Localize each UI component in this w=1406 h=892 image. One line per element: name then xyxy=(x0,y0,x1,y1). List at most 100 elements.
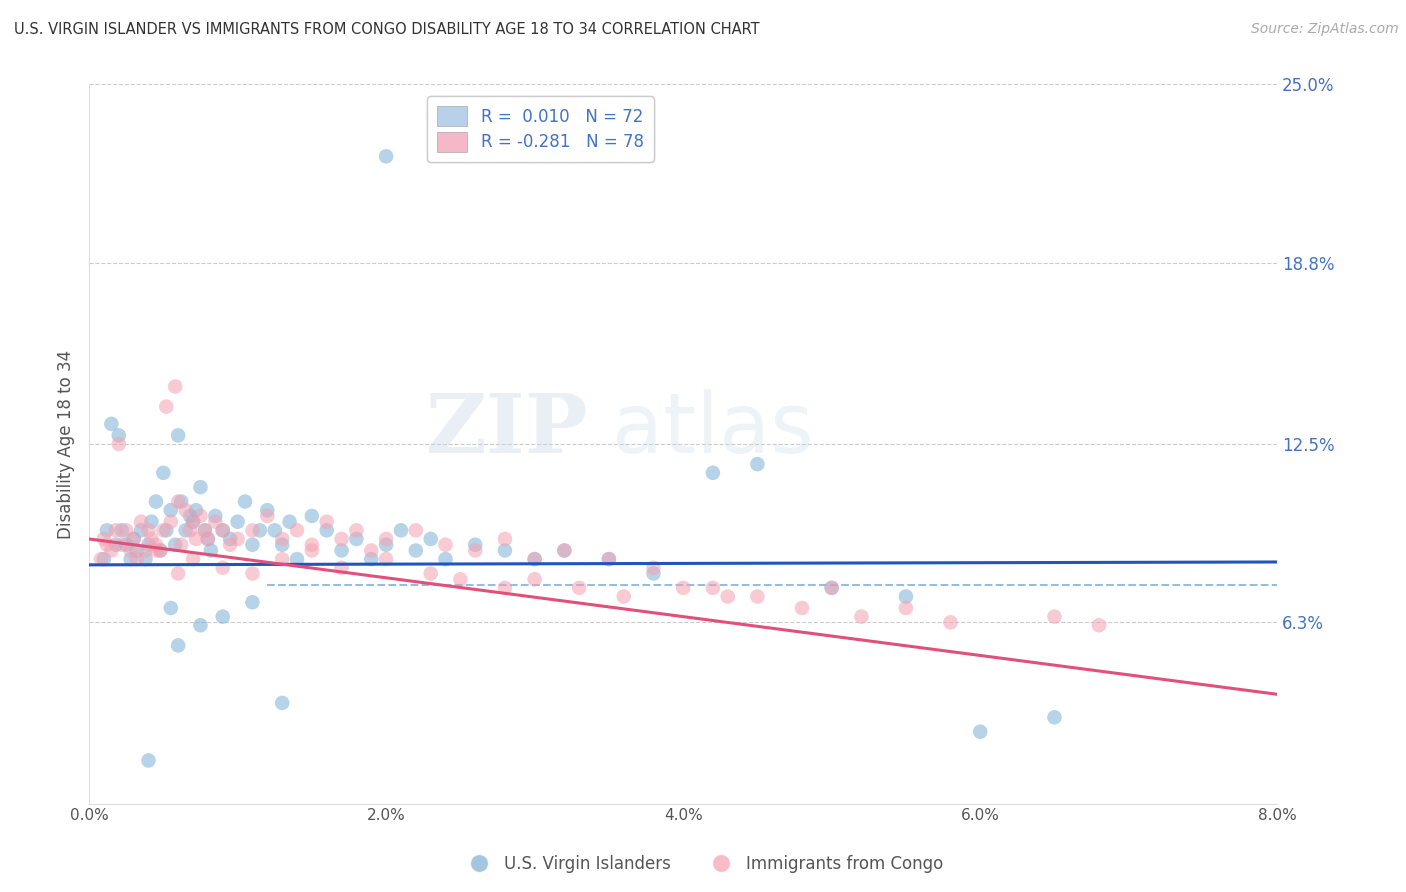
Point xyxy=(226,515,249,529)
Point xyxy=(211,524,233,538)
Point xyxy=(181,552,204,566)
Point xyxy=(360,543,382,558)
Point xyxy=(643,560,665,574)
Point xyxy=(174,503,197,517)
Point xyxy=(375,149,398,163)
Point xyxy=(194,524,217,538)
Point xyxy=(747,457,769,471)
Point xyxy=(419,566,441,581)
Point xyxy=(111,524,134,538)
Point xyxy=(1043,710,1066,724)
Point xyxy=(104,538,127,552)
Text: ZIP: ZIP xyxy=(426,390,588,470)
Point xyxy=(1043,609,1066,624)
Point xyxy=(702,581,724,595)
Point xyxy=(122,532,145,546)
Point xyxy=(200,543,222,558)
Point xyxy=(464,538,486,552)
Point xyxy=(190,480,212,494)
Point xyxy=(134,552,156,566)
Point xyxy=(464,543,486,558)
Point xyxy=(104,524,127,538)
Point xyxy=(233,494,256,508)
Point xyxy=(90,552,112,566)
Point xyxy=(301,543,323,558)
Point xyxy=(553,543,575,558)
Point xyxy=(122,532,145,546)
Point xyxy=(523,572,546,586)
Point xyxy=(315,524,337,538)
Point xyxy=(263,524,285,538)
Point xyxy=(149,543,172,558)
Point xyxy=(969,724,991,739)
Point xyxy=(405,524,427,538)
Point xyxy=(125,552,148,566)
Point xyxy=(747,590,769,604)
Point xyxy=(167,566,190,581)
Point xyxy=(242,524,264,538)
Point xyxy=(613,590,636,604)
Point xyxy=(152,466,174,480)
Point xyxy=(330,543,353,558)
Point xyxy=(256,503,278,517)
Text: U.S. VIRGIN ISLANDER VS IMMIGRANTS FROM CONGO DISABILITY AGE 18 TO 34 CORRELATIO: U.S. VIRGIN ISLANDER VS IMMIGRANTS FROM … xyxy=(14,22,759,37)
Point xyxy=(181,515,204,529)
Point xyxy=(190,618,212,632)
Point xyxy=(141,532,163,546)
Point xyxy=(315,515,337,529)
Point xyxy=(494,543,516,558)
Point xyxy=(174,524,197,538)
Point xyxy=(159,601,181,615)
Point xyxy=(271,538,294,552)
Point xyxy=(111,538,134,552)
Point xyxy=(145,538,167,552)
Point xyxy=(271,552,294,566)
Point xyxy=(145,494,167,508)
Text: atlas: atlas xyxy=(612,389,814,470)
Point xyxy=(271,532,294,546)
Point xyxy=(125,543,148,558)
Point xyxy=(360,552,382,566)
Point xyxy=(672,581,695,595)
Point xyxy=(138,754,160,768)
Point xyxy=(211,609,233,624)
Point xyxy=(184,532,207,546)
Point xyxy=(285,552,308,566)
Point xyxy=(256,508,278,523)
Point xyxy=(643,566,665,581)
Point xyxy=(100,417,122,431)
Point xyxy=(344,532,367,546)
Point xyxy=(523,552,546,566)
Point xyxy=(190,508,212,523)
Point xyxy=(242,538,264,552)
Point xyxy=(375,538,398,552)
Point xyxy=(494,532,516,546)
Point xyxy=(204,508,226,523)
Point xyxy=(194,524,217,538)
Point xyxy=(155,524,177,538)
Point xyxy=(301,508,323,523)
Point xyxy=(419,532,441,546)
Legend: R =  0.010   N = 72, R = -0.281   N = 78: R = 0.010 N = 72, R = -0.281 N = 78 xyxy=(427,96,654,161)
Point xyxy=(375,532,398,546)
Point xyxy=(129,515,152,529)
Point xyxy=(96,538,118,552)
Point xyxy=(702,466,724,480)
Point xyxy=(211,524,233,538)
Point xyxy=(100,543,122,558)
Point xyxy=(790,601,813,615)
Point xyxy=(219,532,242,546)
Point xyxy=(197,532,219,546)
Y-axis label: Disability Age 18 to 34: Disability Age 18 to 34 xyxy=(58,350,75,539)
Point xyxy=(894,601,917,615)
Point xyxy=(179,524,201,538)
Point xyxy=(115,538,138,552)
Point xyxy=(134,543,156,558)
Point xyxy=(211,560,233,574)
Point xyxy=(375,552,398,566)
Point xyxy=(330,560,353,574)
Text: Source: ZipAtlas.com: Source: ZipAtlas.com xyxy=(1251,22,1399,37)
Point xyxy=(226,532,249,546)
Point xyxy=(170,494,193,508)
Point xyxy=(301,538,323,552)
